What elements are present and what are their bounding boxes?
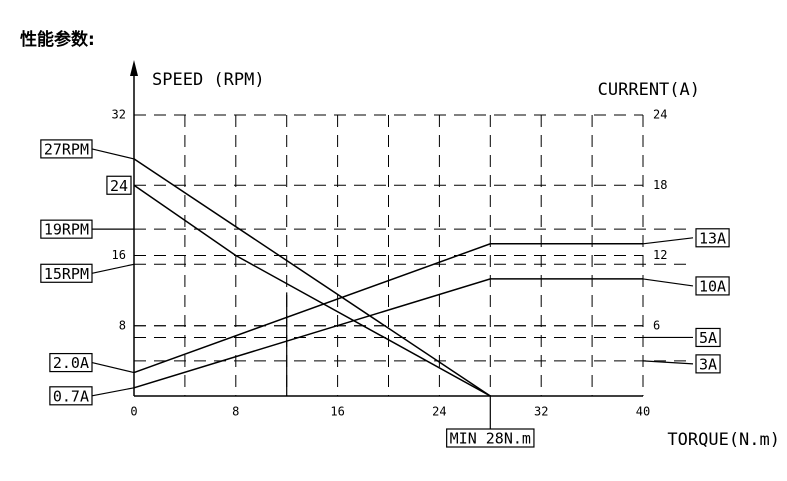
leader	[642, 237, 694, 245]
annotation-box	[695, 327, 721, 348]
x-tick-label: 40	[636, 405, 650, 419]
annotation: 27RPM	[44, 140, 89, 158]
y-tick-label: 32	[112, 108, 126, 122]
x-tick-label: 8	[232, 405, 239, 419]
annotation: 13A	[699, 229, 726, 247]
annotation: 5A	[699, 329, 717, 347]
annotation-box	[695, 228, 730, 248]
annotation-box	[695, 276, 730, 296]
annotation: 19RPM	[44, 221, 89, 239]
annotation: 2.0A	[53, 354, 89, 372]
y2-tick-label: 24	[653, 108, 667, 122]
line-series	[133, 243, 643, 374]
axis-arrow	[130, 60, 138, 76]
annotation: 0.7A	[53, 387, 89, 405]
y2-axis-label: CURRENT(A)	[598, 80, 700, 100]
x-tick-label: 16	[330, 405, 344, 419]
line-series	[133, 278, 643, 389]
leader	[91, 361, 135, 374]
annotation-box	[695, 354, 721, 374]
annotation-box	[106, 175, 132, 195]
y2-tick-label: 18	[653, 178, 667, 192]
y-tick-label: 16	[112, 248, 126, 262]
line-series	[133, 158, 491, 397]
line-series	[133, 184, 491, 397]
y2-tick-label: 12	[653, 248, 667, 262]
leader	[91, 263, 135, 274]
annotation: MIN 28N.m	[450, 430, 531, 448]
x-tick-label: 32	[534, 405, 548, 419]
annotation: 3A	[699, 355, 717, 373]
y2-tick-label: 6	[653, 318, 660, 332]
y-axis-label: SPEED (RPM)	[152, 70, 265, 90]
chart-title: 性能参数:	[20, 29, 95, 50]
y-tick-label: 8	[119, 318, 126, 332]
annotation: 10A	[699, 277, 726, 295]
leader	[642, 360, 694, 365]
annotation: 24	[110, 177, 128, 195]
x-tick-label: 0	[130, 405, 137, 419]
leader	[91, 387, 135, 397]
leader	[642, 278, 694, 287]
leader	[91, 148, 135, 160]
x-axis-label: TORQUE(N.m)	[667, 430, 780, 450]
annotation-box	[446, 428, 535, 448]
x-tick-label: 24	[432, 405, 446, 419]
annotation: 15RPM	[44, 265, 89, 283]
